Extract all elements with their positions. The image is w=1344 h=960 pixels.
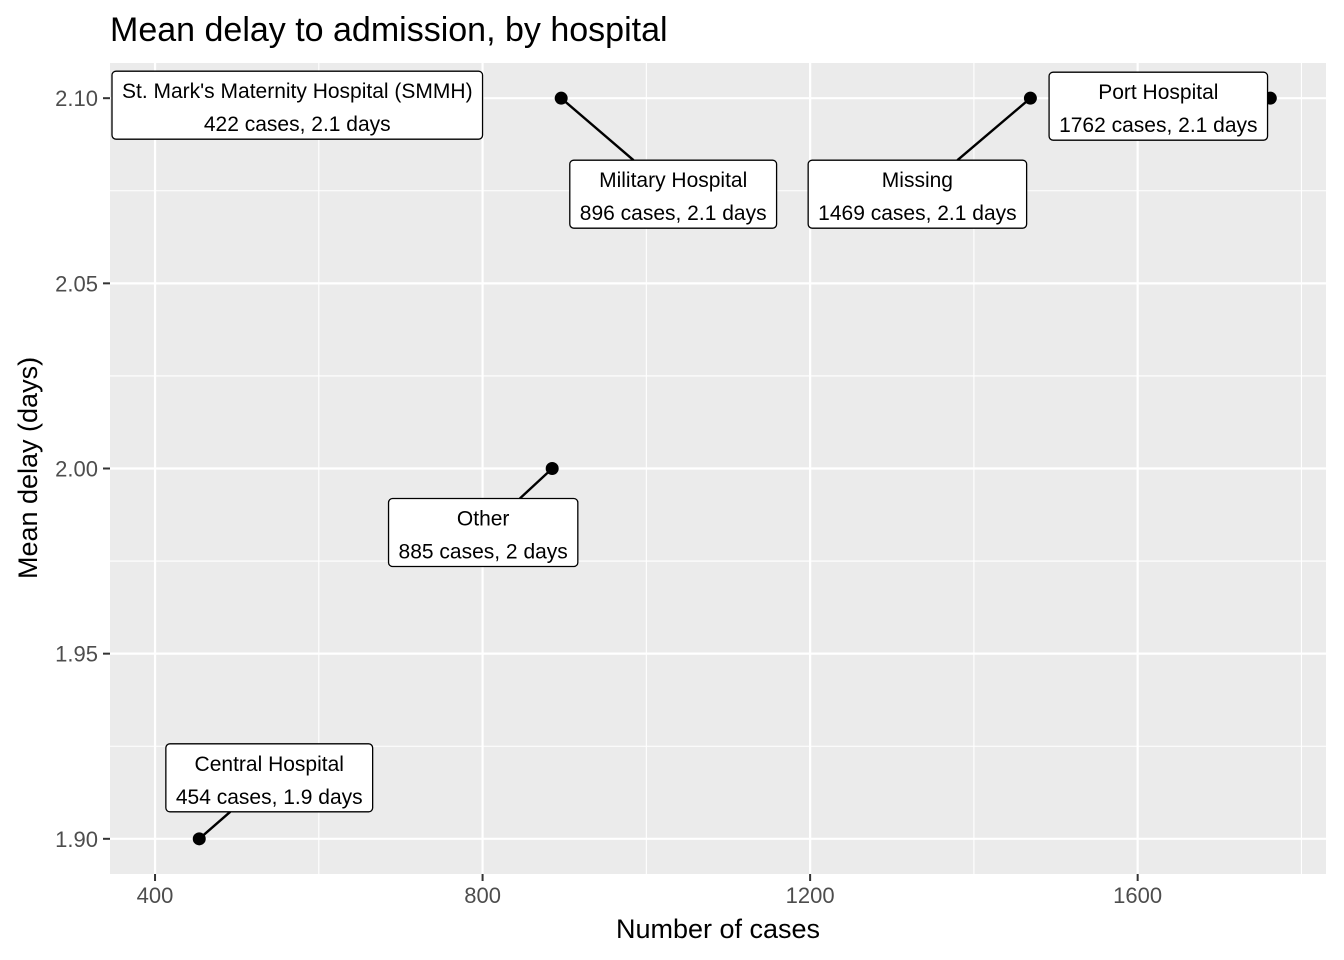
y-tick-labels: 1.90 1.95 2.00 2.05 2.10: [55, 86, 98, 852]
data-label-detail: 454 cases, 1.9 days: [176, 786, 363, 809]
data-label: Port Hospital 1762 cases, 2.1 days: [1048, 71, 1269, 141]
data-label-detail: 885 cases, 2 days: [399, 541, 568, 564]
y-tick-label: 1.90: [55, 827, 98, 852]
data-label-title: Military Hospital: [599, 169, 747, 192]
data-label-box: [111, 70, 484, 140]
label-connector: [956, 97, 1032, 162]
x-tick-label: 400: [137, 883, 174, 908]
data-point: [545, 462, 559, 475]
data-label-detail: 896 cases, 2.1 days: [580, 202, 767, 225]
data-label-title: Central Hospital: [195, 753, 344, 776]
x-tick-labels: 400 800 1200 1600: [137, 883, 1162, 908]
data-label-detail: 422 cases, 2.1 days: [204, 113, 391, 136]
y-tick-label: 2.10: [55, 86, 98, 111]
data-label-box: [165, 743, 374, 813]
data-label: Central Hospital 454 cases, 1.9 days: [165, 743, 374, 813]
data-label-detail: 1762 cases, 2.1 days: [1059, 114, 1257, 137]
y-tick-label: 2.05: [55, 271, 98, 296]
data-label-box: [387, 497, 579, 568]
data-label-title: Other: [457, 508, 510, 531]
data-label: Missing 1469 cases, 2.1 days: [807, 159, 1028, 229]
data-point: [192, 832, 206, 846]
x-axis-title: Number of cases: [616, 914, 820, 944]
axis-ticks: [103, 97, 1139, 881]
data-point: [554, 91, 568, 105]
x-tick-label: 1600: [1113, 883, 1162, 908]
data-label: Military Hospital 896 cases, 2.1 days: [569, 159, 778, 229]
y-tick-label: 1.95: [55, 642, 98, 667]
data-point: [1023, 91, 1037, 105]
data-label-box: [569, 159, 778, 229]
label-connector: [560, 97, 635, 162]
label-connectors: [198, 97, 1032, 840]
label-connector: [198, 810, 232, 840]
x-tick-label: 800: [464, 883, 501, 908]
data-label-detail: 1469 cases, 2.1 days: [818, 202, 1016, 225]
data-label-title: Missing: [882, 169, 953, 192]
data-label-title: Port Hospital: [1098, 81, 1218, 104]
data-label: St. Mark's Maternity Hospital (SMMH) 422 …: [111, 70, 484, 140]
y-tick-label: 2.00: [55, 457, 98, 482]
chart-title: Mean delay to admission, by hospital: [110, 11, 668, 49]
data-label-box: [1048, 71, 1269, 141]
y-axis-title: Mean delay (days): [13, 357, 43, 579]
data-label-box: [807, 159, 1028, 229]
x-tick-label: 1200: [786, 883, 835, 908]
data-label-title: St. Mark's Maternity Hospital (SMMH): [122, 80, 473, 103]
label-connector: [519, 467, 553, 500]
data-label: Other 885 cases, 2 days: [387, 497, 579, 568]
data-labels: St. Mark's Maternity Hospital (SMMH) 422 …: [111, 70, 1269, 813]
